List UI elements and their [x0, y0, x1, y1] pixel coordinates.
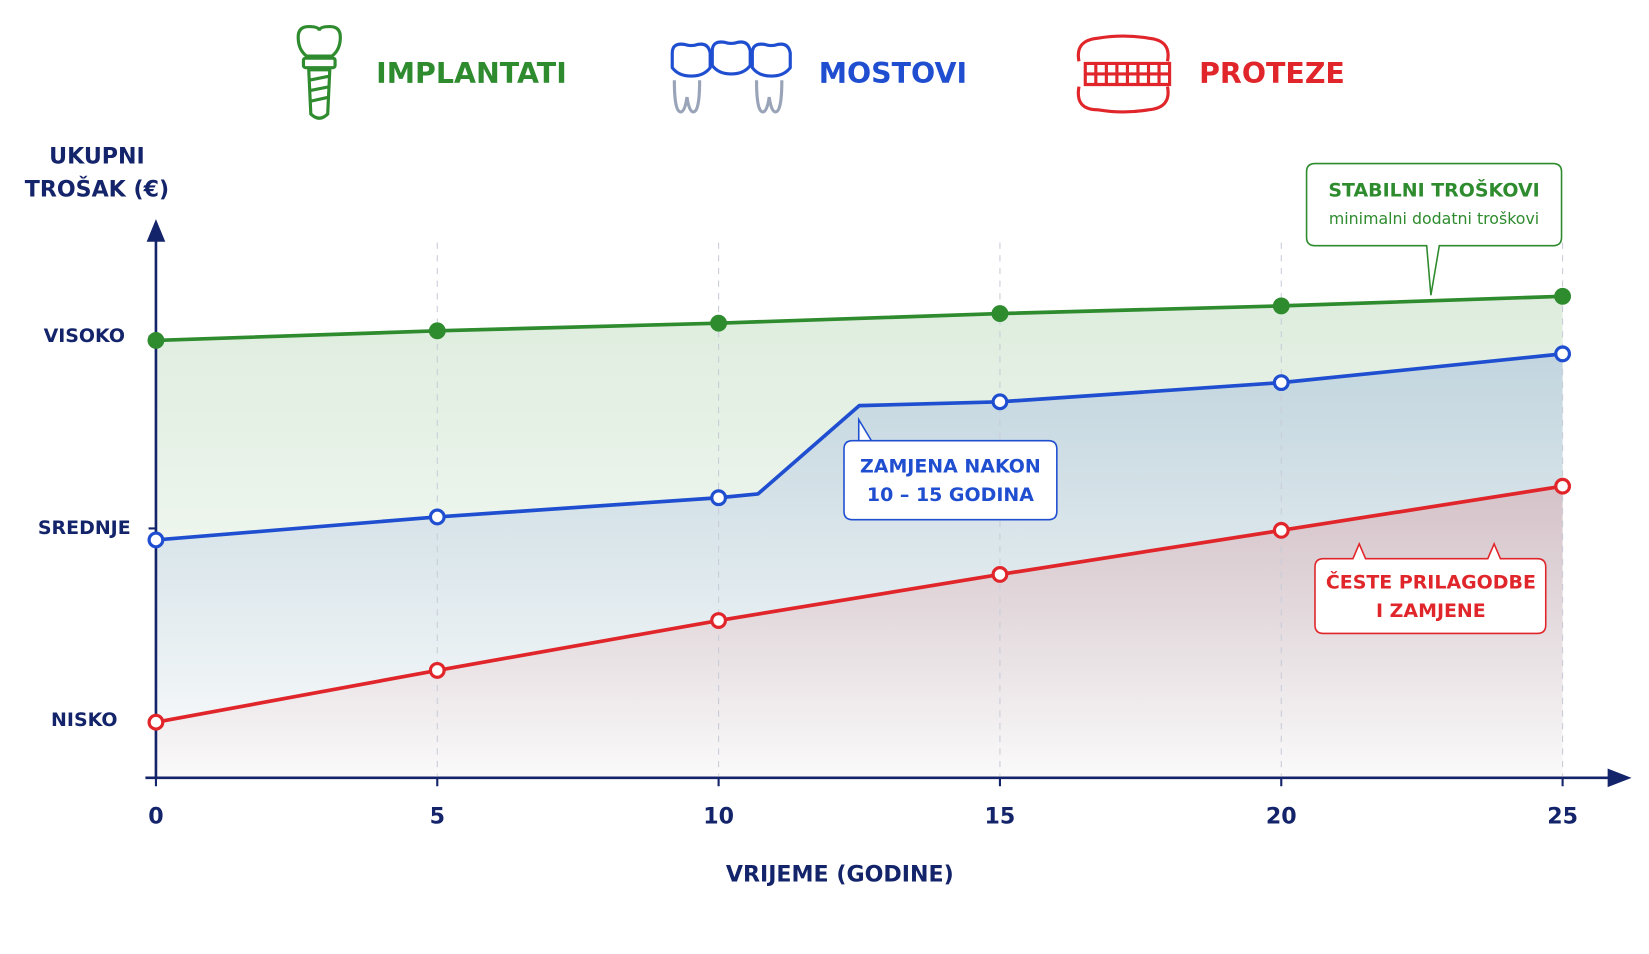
denture-icon	[1076, 34, 1172, 114]
series-line	[155, 484, 1563, 725]
y-tick-label: VISOKO	[44, 325, 125, 347]
data-point	[1554, 345, 1572, 363]
x-tick-label: 5	[430, 803, 445, 829]
x-tick-label: 15	[985, 803, 1016, 829]
x-tick-label: 20	[1266, 803, 1297, 829]
y-axis-title: UKUPNI	[49, 144, 145, 170]
annotation-text: minimalni dodatni troškovi	[1329, 209, 1539, 228]
data-point	[428, 322, 446, 340]
data-point	[991, 393, 1009, 411]
data-point	[1272, 297, 1290, 315]
y-axis-title: TROŠAK (€)	[25, 174, 169, 202]
data-point	[428, 508, 446, 526]
data-point	[428, 661, 446, 679]
annotation-text: I ZAMJENE	[1376, 600, 1486, 622]
x-axis-title: VRIJEME (GODINE)	[726, 861, 954, 887]
callout-box	[1305, 162, 1563, 296]
data-point	[1554, 287, 1572, 305]
data-point	[1554, 477, 1572, 495]
area	[155, 486, 1563, 778]
annotation-text: 10 – 15 GODINA	[867, 484, 1034, 506]
annotation-title: STABILNI TROŠKOVI	[1328, 177, 1539, 201]
callout-box	[1314, 541, 1547, 635]
data-point	[710, 612, 728, 629]
legend-label: PROTEZE	[1199, 57, 1345, 90]
legend-label: MOSTOVI	[819, 57, 967, 90]
x-tick-label: 0	[148, 803, 163, 829]
data-point	[991, 305, 1009, 322]
implant-icon	[296, 24, 342, 120]
bridge-icon	[670, 40, 792, 114]
data-point	[147, 331, 165, 349]
y-tick-label: SREDNJE	[38, 517, 131, 539]
series-line	[155, 294, 1563, 343]
data-point	[991, 566, 1009, 583]
data-point	[147, 531, 165, 549]
axes	[145, 219, 1632, 788]
legend-label: IMPLANTATI	[376, 57, 567, 90]
data-point	[1272, 521, 1290, 539]
x-tick-label: 10	[703, 803, 734, 829]
data-point	[710, 489, 728, 507]
data-point	[147, 713, 165, 731]
data-point	[710, 314, 728, 332]
annotation-text: ČESTE PRILAGODBE	[1326, 569, 1536, 593]
y-tick-label: NISKO	[51, 709, 118, 731]
data-point	[1272, 374, 1290, 392]
x-tick-label: 25	[1547, 803, 1578, 829]
annotation-text: ZAMJENA NAKON	[860, 455, 1041, 477]
callout-box	[843, 416, 1058, 521]
series-line	[155, 352, 1563, 542]
